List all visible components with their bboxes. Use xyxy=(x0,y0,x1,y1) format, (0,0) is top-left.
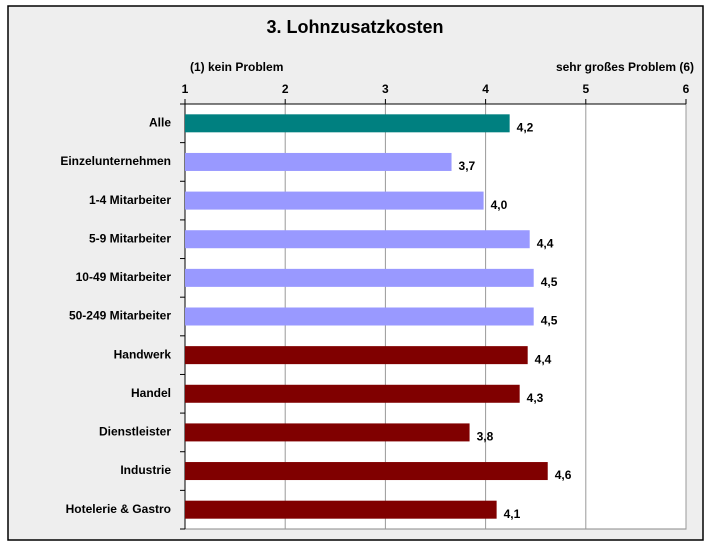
bar xyxy=(185,268,534,287)
bar xyxy=(185,191,484,210)
y-tick-label: Handel xyxy=(131,386,171,400)
y-tick-label: 1-4 Mitarbeiter xyxy=(89,193,171,207)
y-tick-label: 10-49 Mitarbeiter xyxy=(76,270,172,284)
y-tick-label: Alle xyxy=(149,115,171,129)
data-label: 4,4 xyxy=(535,352,552,366)
data-label: 4,5 xyxy=(541,275,558,289)
data-label: 3,7 xyxy=(459,159,476,173)
x-tick-label: 1 xyxy=(182,82,189,96)
chart-title: 3. Lohnzusatzkosten xyxy=(266,17,443,37)
y-tick-label: Handwerk xyxy=(114,347,172,361)
x-tick-label: 5 xyxy=(582,82,589,96)
bar xyxy=(185,384,520,403)
data-label: 4,5 xyxy=(541,314,558,328)
data-label: 4,0 xyxy=(491,198,508,212)
y-tick-label: Industrie xyxy=(120,463,171,477)
y-tick-label: Dienstleister xyxy=(99,425,171,439)
annotation: (1) kein Problem xyxy=(190,60,283,74)
bar xyxy=(185,152,452,171)
x-tick-label: 6 xyxy=(683,82,690,96)
bar xyxy=(185,500,497,519)
x-tick-label: 2 xyxy=(282,82,289,96)
bar xyxy=(185,346,528,365)
data-label: 4,2 xyxy=(517,120,534,134)
bar xyxy=(185,423,470,442)
y-tick-label: 50-249 Mitarbeiter xyxy=(69,309,171,323)
x-tick-label: 4 xyxy=(482,82,489,96)
bar xyxy=(185,114,510,133)
x-tick-label: 3 xyxy=(382,82,389,96)
data-label: 3,8 xyxy=(477,430,494,444)
y-tick-label: Einzelunternehmen xyxy=(60,154,171,168)
bar xyxy=(185,462,548,481)
data-label: 4,6 xyxy=(555,468,572,482)
bar xyxy=(185,230,530,249)
annotation: sehr großes Problem (6) xyxy=(556,60,694,74)
y-tick-label: Hotelerie & Gastro xyxy=(66,502,171,516)
data-label: 4,1 xyxy=(504,507,521,521)
data-label: 4,4 xyxy=(537,236,554,250)
y-tick-label: 5-9 Mitarbeiter xyxy=(89,231,171,245)
bar xyxy=(185,307,534,326)
data-label: 4,3 xyxy=(527,391,544,405)
